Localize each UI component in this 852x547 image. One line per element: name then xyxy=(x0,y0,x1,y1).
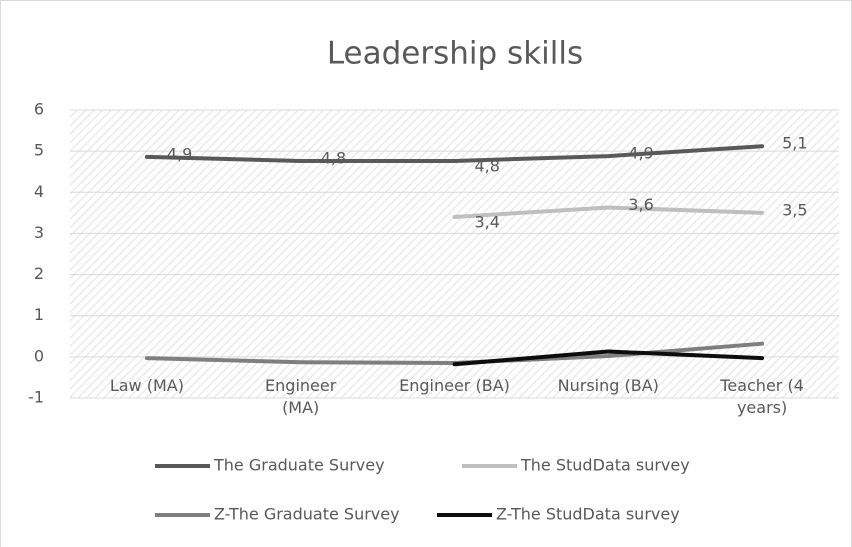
x-tick-label: Nursing (BA) xyxy=(557,376,659,395)
y-tick-label: 0 xyxy=(34,346,44,365)
series-line xyxy=(452,349,765,367)
legend-label: The StudData survey xyxy=(520,456,690,475)
data-label: 3,5 xyxy=(782,200,807,219)
y-tick-label: 4 xyxy=(34,182,44,201)
data-label: 4,8 xyxy=(475,157,500,176)
data-label: 4,8 xyxy=(321,149,346,168)
y-tick-label: 1 xyxy=(34,305,44,324)
data-label: 3,6 xyxy=(628,195,653,214)
legend-label: Z-The StudData survey xyxy=(496,505,680,524)
y-tick-label: 2 xyxy=(34,264,44,283)
data-label: 5,1 xyxy=(782,134,807,153)
series-line xyxy=(452,205,765,219)
x-tick-label: Teacher (4 years) xyxy=(720,376,804,417)
x-tick-label: Engineer (MA) xyxy=(265,376,337,417)
x-tick-label: Engineer (BA) xyxy=(399,376,510,395)
data-label: 4,9 xyxy=(167,144,192,163)
series-line xyxy=(144,144,765,164)
legend-label: Z-The Graduate Survey xyxy=(214,505,400,524)
y-tick-label: 5 xyxy=(34,141,44,160)
x-tick-label: Law (MA) xyxy=(109,376,184,395)
y-tick-label: 6 xyxy=(34,100,44,119)
chart-title: Leadership skills xyxy=(327,36,583,72)
legend-label: The Graduate Survey xyxy=(213,456,385,475)
y-tick-label: 3 xyxy=(34,223,44,242)
data-label: 4,9 xyxy=(628,144,653,163)
y-tick-label: -1 xyxy=(28,388,44,407)
data-label: 3,4 xyxy=(475,212,500,231)
